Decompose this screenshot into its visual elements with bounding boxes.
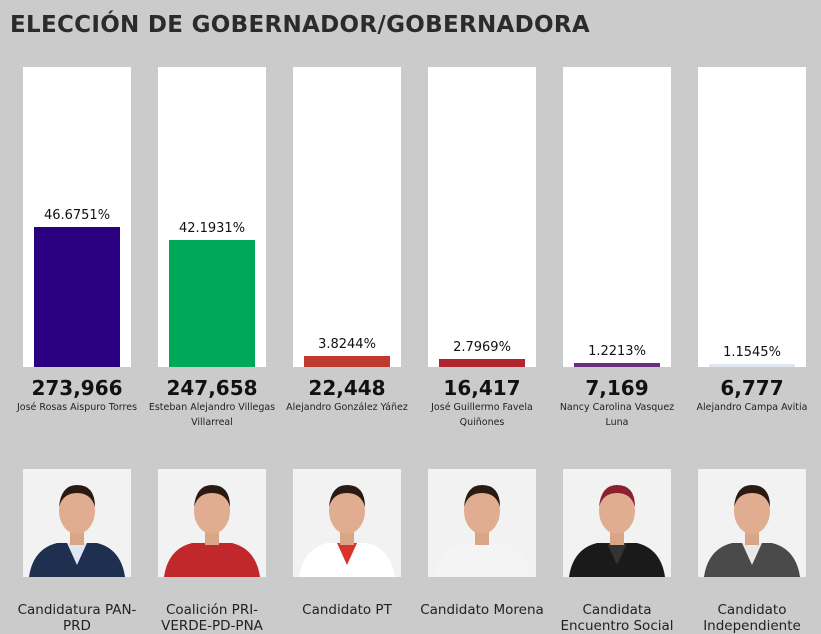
bar-track: 2.7969% <box>428 67 536 367</box>
vote-bar <box>304 355 390 367</box>
vote-count: 6,777 <box>720 376 784 400</box>
vote-count: 7,169 <box>585 376 649 400</box>
candidate-name: José Rosas Aispuro Torres <box>16 402 138 413</box>
party-label: Candidato PT <box>302 602 392 618</box>
candidate-column: 46.6751% 273,966 José Rosas Aispuro Torr… <box>17 67 137 634</box>
page-title: ELECCIÓN DE GOBERNADOR/GOBERNADORA <box>10 12 590 38</box>
vote-bar <box>574 363 660 367</box>
candidate-column: 2.7969% 16,417 José Guillermo Favela Qui… <box>420 67 544 618</box>
bar-track: 1.2213% <box>563 67 671 367</box>
party-label: Candidata Encuentro Social <box>560 602 674 634</box>
vote-bar <box>169 240 255 367</box>
candidate-photo <box>158 469 266 577</box>
party-label: Candidato Independiente <box>703 602 801 634</box>
vote-count: 22,448 <box>308 376 386 400</box>
bar-track: 42.1931% <box>158 67 266 367</box>
party-label: Candidatura PAN-PRD <box>17 602 137 634</box>
candidate-photo <box>428 469 536 577</box>
candidate-photo <box>293 469 401 577</box>
candidate-photo <box>563 469 671 577</box>
party-label: Candidato Morena <box>420 602 544 618</box>
candidate-name: José Guillermo Favela Quiñones <box>431 402 533 428</box>
percent-label: 46.6751% <box>43 207 111 223</box>
bar-track: 3.8244% <box>293 67 401 367</box>
candidate-column: 3.8244% 22,448 Alejandro González Yáñez … <box>286 67 408 618</box>
bar-track: 1.1545% <box>698 67 806 367</box>
candidate-name: Esteban Alejandro Villegas Villarreal <box>148 402 276 428</box>
vote-bar <box>439 358 525 367</box>
candidate-column: 1.1545% 6,777 Alejandro Campa Avitia Can… <box>697 67 808 634</box>
candidate-photo <box>23 469 131 577</box>
candidate-name: Alejandro Campa Avitia <box>696 402 808 413</box>
vote-bar <box>709 363 795 367</box>
percent-label: 1.1545% <box>723 344 781 360</box>
vote-count: 247,658 <box>166 376 258 400</box>
percent-label: 42.1931% <box>178 221 246 237</box>
vote-bar <box>34 226 120 367</box>
candidate-photo <box>698 469 806 577</box>
candidate-column: 1.2213% 7,169 Nancy Carolina Vasquez Lun… <box>560 67 674 634</box>
candidate-name: Nancy Carolina Vasquez Luna <box>559 402 675 428</box>
candidate-name: Alejandro González Yáñez <box>286 402 408 413</box>
vote-count: 273,966 <box>31 376 123 400</box>
candidate-column: 42.1931% 247,658 Esteban Alejandro Ville… <box>149 67 275 634</box>
percent-label: 1.2213% <box>588 344 646 360</box>
bar-track: 46.6751% <box>23 67 131 367</box>
vote-count: 16,417 <box>443 376 521 400</box>
percent-label: 3.8244% <box>318 336 376 352</box>
percent-label: 2.7969% <box>453 339 511 355</box>
party-label: Coalición PRI-VERDE-PD-PNA <box>161 602 263 634</box>
